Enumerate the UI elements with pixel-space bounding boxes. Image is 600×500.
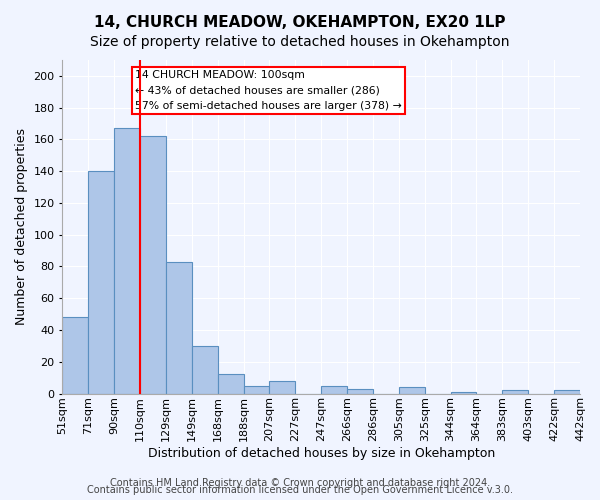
Text: Size of property relative to detached houses in Okehampton: Size of property relative to detached ho… bbox=[90, 35, 510, 49]
Bar bbox=[218, 374, 244, 394]
Bar bbox=[140, 136, 166, 394]
Bar bbox=[88, 171, 114, 394]
Bar bbox=[192, 346, 218, 394]
Bar bbox=[114, 128, 140, 394]
Bar bbox=[62, 318, 88, 394]
Text: Contains public sector information licensed under the Open Government Licence v.: Contains public sector information licen… bbox=[87, 485, 513, 495]
Text: Contains HM Land Registry data © Crown copyright and database right 2024.: Contains HM Land Registry data © Crown c… bbox=[110, 478, 490, 488]
Bar bbox=[502, 390, 528, 394]
Bar bbox=[321, 386, 347, 394]
Text: 14, CHURCH MEADOW, OKEHAMPTON, EX20 1LP: 14, CHURCH MEADOW, OKEHAMPTON, EX20 1LP bbox=[94, 15, 506, 30]
Bar bbox=[399, 387, 425, 394]
Bar bbox=[347, 389, 373, 394]
Text: 14 CHURCH MEADOW: 100sqm
← 43% of detached houses are smaller (286)
57% of semi-: 14 CHURCH MEADOW: 100sqm ← 43% of detach… bbox=[135, 70, 401, 111]
Y-axis label: Number of detached properties: Number of detached properties bbox=[15, 128, 28, 326]
Bar bbox=[554, 390, 580, 394]
Bar bbox=[269, 381, 295, 394]
Bar bbox=[166, 262, 192, 394]
Bar bbox=[451, 392, 476, 394]
X-axis label: Distribution of detached houses by size in Okehampton: Distribution of detached houses by size … bbox=[148, 447, 495, 460]
Bar bbox=[244, 386, 269, 394]
